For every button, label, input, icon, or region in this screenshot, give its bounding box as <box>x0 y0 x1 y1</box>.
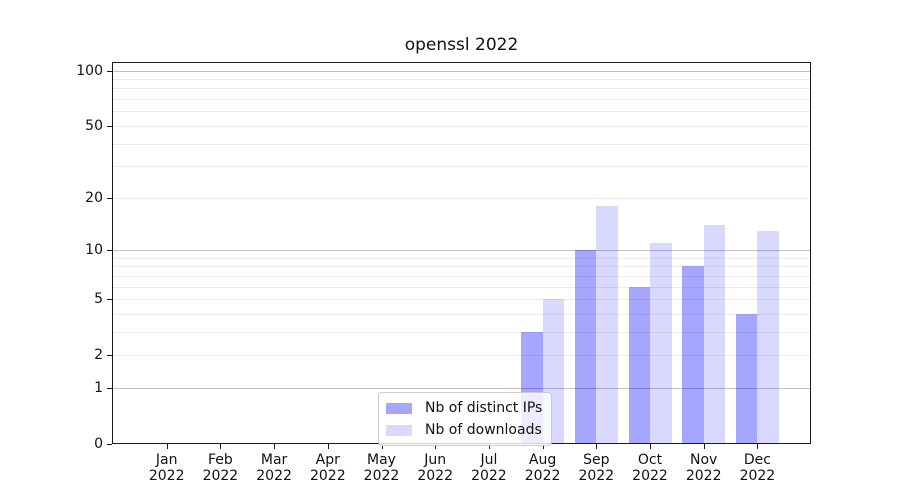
x-tick-label: Mar 2022 <box>246 452 302 484</box>
y-tick-label: 100 <box>76 62 103 79</box>
x-tick-mark <box>435 444 437 449</box>
x-tick-label-year: 2022 <box>202 468 239 484</box>
y-gridline-minor <box>113 197 810 199</box>
y-gridline-minor <box>113 111 810 113</box>
chart-title: openssl 2022 <box>404 35 519 55</box>
legend: Nb of distinct IPs Nb of downloads <box>378 392 552 446</box>
legend-item-distinct-ips: Nb of distinct IPs <box>379 397 551 419</box>
legend-label-distinct-ips: Nb of distinct IPs <box>425 400 543 416</box>
x-tick-label: Aug 2022 <box>515 452 571 484</box>
x-tick-mark <box>220 444 222 449</box>
y-gridline-minor <box>113 257 810 259</box>
legend-swatch-downloads-icon <box>386 424 412 436</box>
x-tick-label-year: 2022 <box>363 468 400 484</box>
bar-dec-downloads <box>757 230 779 444</box>
y-gridline-minor <box>113 79 810 80</box>
y-gridline-minor <box>113 313 810 315</box>
x-tick-mark <box>327 444 329 449</box>
y-tick-mark <box>107 197 112 199</box>
y-tick-mark <box>107 355 112 357</box>
x-tick-mark <box>757 444 759 449</box>
x-tick-label: Sep 2022 <box>568 452 624 484</box>
y-tick-label: 1 <box>94 379 103 396</box>
y-gridline-minor <box>113 143 810 145</box>
y-tick-mark <box>107 70 112 72</box>
y-gridline-minor <box>113 266 810 268</box>
y-tick-mark <box>107 125 112 127</box>
y-tick-mark <box>107 444 112 445</box>
y-tick-label: 50 <box>85 117 103 134</box>
x-tick-label: Oct 2022 <box>622 452 678 484</box>
bar-nov-downloads <box>703 224 726 444</box>
x-tick-label: Nov 2022 <box>676 452 732 484</box>
x-tick-label-year: 2022 <box>417 468 453 484</box>
y-gridline-minor <box>113 275 810 277</box>
y-gridline-major <box>113 250 810 251</box>
x-tick-mark <box>381 444 383 449</box>
y-gridline-minor <box>113 166 810 168</box>
x-tick-label-year: 2022 <box>471 468 507 484</box>
bar-sep-downloads <box>596 205 618 444</box>
x-tick-label-year: 2022 <box>632 468 668 484</box>
bar-oct-distinct-ips <box>628 286 650 444</box>
y-gridline-minor <box>113 125 810 127</box>
x-tick-mark <box>703 444 705 449</box>
x-tick-mark <box>166 444 168 449</box>
x-tick-label: Feb 2022 <box>192 452 248 484</box>
x-tick-label: Jun 2022 <box>407 452 463 484</box>
y-gridline-minor <box>113 299 810 300</box>
x-tick-label-year: 2022 <box>524 468 561 484</box>
x-tick-label-year: 2022 <box>256 468 292 484</box>
x-tick-label-year: 2022 <box>578 468 615 484</box>
y-tick-label: 10 <box>85 242 103 258</box>
legend-item-downloads: Nb of downloads <box>379 419 551 441</box>
x-tick-mark <box>542 444 544 449</box>
x-tick-label: Dec 2022 <box>729 452 785 484</box>
y-gridline-minor <box>113 286 810 288</box>
y-gridline-minor <box>113 99 810 101</box>
x-tick-mark <box>596 444 598 449</box>
x-tick-label-year: 2022 <box>309 468 346 484</box>
y-tick-mark <box>107 250 112 251</box>
bar-dec-distinct-ips <box>735 313 758 444</box>
legend-label-downloads: Nb of downloads <box>425 422 542 438</box>
x-tick-mark <box>488 444 490 449</box>
y-tick-label: 2 <box>94 347 103 364</box>
y-gridline-minor <box>113 331 810 333</box>
y-tick-mark <box>107 387 112 389</box>
bar-oct-downloads <box>650 242 672 444</box>
y-tick-mark <box>107 299 112 300</box>
y-tick-label: 0 <box>94 436 103 452</box>
x-tick-label: Jul 2022 <box>461 452 517 484</box>
y-gridline-major <box>113 387 810 389</box>
y-tick-label: 20 <box>85 189 103 206</box>
y-gridline-minor <box>113 88 810 90</box>
y-tick-label: 5 <box>94 291 103 307</box>
x-tick-label-year: 2022 <box>685 468 722 484</box>
x-tick-label-year: 2022 <box>148 468 185 484</box>
legend-swatch-distinct-ips-icon <box>386 402 412 414</box>
y-gridline-major <box>113 70 810 72</box>
x-tick-label-year: 2022 <box>739 468 776 484</box>
x-tick-label: Jan 2022 <box>139 452 195 484</box>
x-tick-mark <box>650 444 651 449</box>
x-tick-mark <box>274 444 276 449</box>
x-tick-label: May 2022 <box>354 452 410 484</box>
y-gridline-minor <box>113 355 810 357</box>
bar-nov-distinct-ips <box>682 266 704 444</box>
x-tick-label: Apr 2022 <box>300 452 356 484</box>
bar-sep-distinct-ips <box>574 250 597 444</box>
